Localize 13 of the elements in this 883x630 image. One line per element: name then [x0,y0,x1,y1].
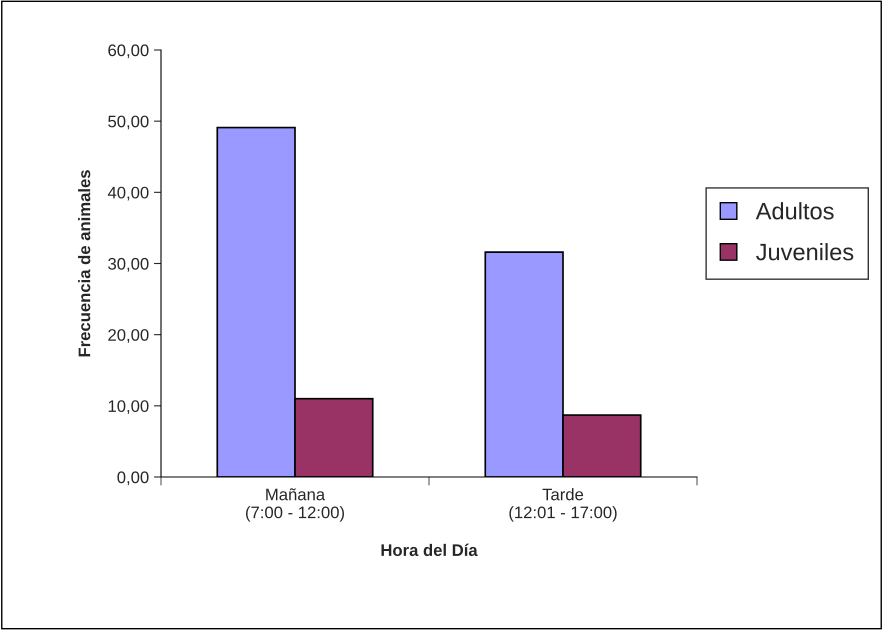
x-tick-label: Tarde (12:01 - 17:00) [509,488,617,522]
x-tick-label: Mañana (7:00 - 12:00) [246,488,344,522]
y-axis-title: Frecuencia de animales [78,170,90,356]
y-tick-label: 60,00 [108,44,149,58]
y-tick-label: 30,00 [108,258,149,272]
y-tick-label: 50,00 [108,116,149,130]
legend-label: Juveniles [756,243,854,260]
y-tick-label: 20,00 [108,329,149,343]
legend-label: Adultos [756,202,834,220]
y-tick-label: 0,00 [117,471,149,486]
y-tick-label: 10,00 [108,400,149,414]
y-tick-label: 40,00 [108,186,149,201]
x-axis-title: Hora del Día [381,544,478,556]
